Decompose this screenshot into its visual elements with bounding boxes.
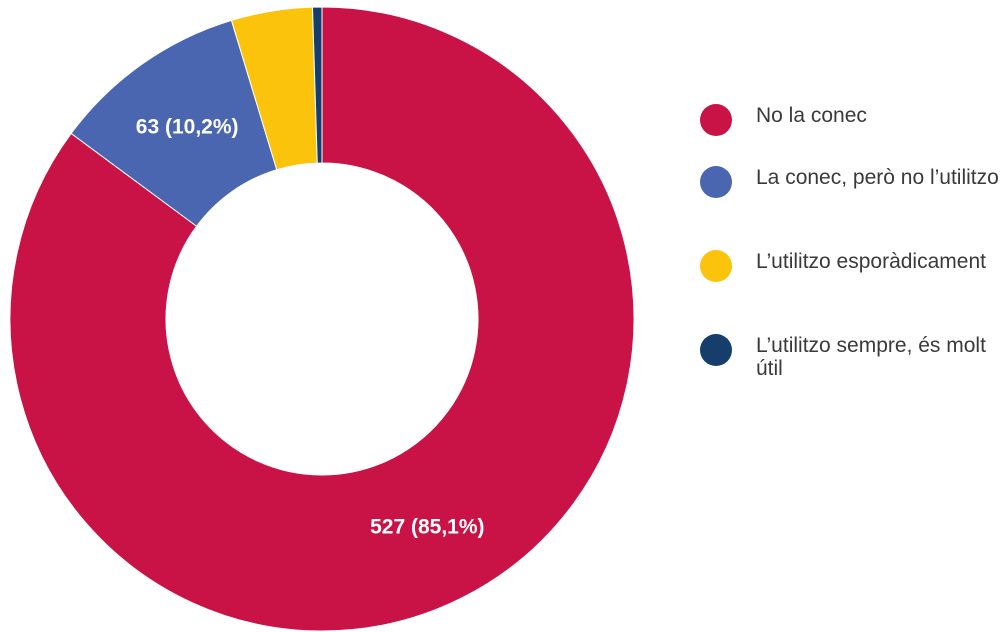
data-label-la-conec-pero-no-l-utilitzo: 63 (10,2%) — [136, 115, 239, 138]
legend-label: No la conec — [756, 104, 867, 127]
legend-swatch — [700, 166, 732, 198]
legend-swatch — [700, 250, 732, 282]
legend-item-sempre: L’utilitzo sempre, és molt útil — [700, 334, 1000, 380]
legend-item-esporadicament: L’utilitzo esporàdicament — [700, 250, 1000, 282]
legend-label: L’utilitzo sempre, és molt útil — [756, 334, 986, 380]
legend-label: L’utilitzo esporàdicament — [756, 250, 986, 273]
data-label-no-la-conec: 527 (85,1%) — [370, 515, 484, 538]
legend-item-la-conec: La conec, però no l’utilitzo — [700, 166, 1000, 198]
slice-l-utilitzo-sempre-es-molt-util — [311, 6, 323, 164]
legend-label: La conec, però no l’utilitzo — [756, 166, 999, 189]
legend-swatch — [700, 334, 732, 366]
legend-swatch — [700, 104, 732, 136]
legend-item-no-la-conec: No la conec — [700, 104, 1000, 136]
slice-no-la-conec — [9, 6, 635, 632]
